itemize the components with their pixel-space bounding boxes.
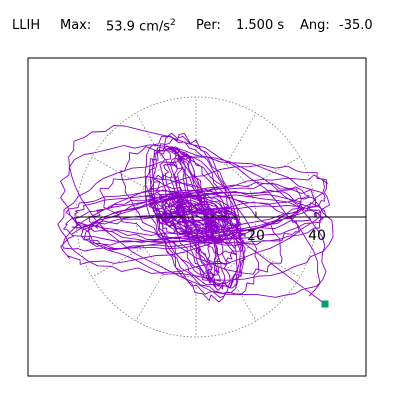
- max-value-exponent: 2: [170, 18, 176, 28]
- grid-spoke-150: [91, 156, 145, 188]
- grid-spoke-60: [225, 112, 257, 166]
- grid-spoke-240: [135, 268, 167, 322]
- x-tick-label-40: 40: [308, 228, 326, 244]
- motion-trace: [57, 125, 334, 305]
- chart-title: LLIH Max: 53.9 cm/s2 Per: 1.500 s Ang: -…: [0, 14, 400, 38]
- end-point-marker: [321, 300, 329, 308]
- period-value: 1.500 s: [236, 18, 285, 33]
- max-value-text: 53.9 cm/s: [106, 19, 171, 35]
- x-tick-label-20: 20: [247, 228, 265, 244]
- grid-spoke-30: [247, 156, 301, 188]
- station-code: LLIH: [12, 18, 41, 33]
- grid-spoke-330: [247, 246, 301, 278]
- trace-group: [57, 125, 334, 305]
- grid-spoke-120: [135, 112, 167, 166]
- grid-spoke-300: [225, 268, 257, 322]
- grid-spoke-210: [91, 246, 145, 278]
- max-value: 53.9 cm/s2: [106, 18, 176, 34]
- angle-value: -35.0: [339, 18, 373, 33]
- angle-label: Ang:: [300, 18, 330, 33]
- period-label: Per:: [196, 18, 221, 33]
- max-label: Max:: [60, 18, 92, 33]
